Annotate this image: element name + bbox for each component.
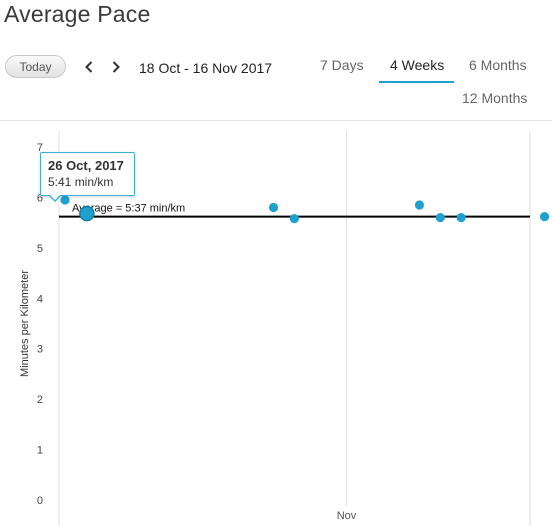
tooltip-caret-fill [49,194,61,200]
data-point-highlighted [79,205,95,222]
chart-tooltip: 26 Oct, 2017 5:41 min/km [40,152,135,196]
y-axis-title: Minutes per Kilometer [19,270,31,377]
data-point [539,211,550,222]
tab-6-months[interactable]: 6 Months [469,57,527,73]
y-tick-label: 5 [37,243,43,255]
pace-chart: Nov 0 1 2 3 4 5 6 7 Minutes per Kilometer Average … [19,131,550,526]
data-point [60,195,70,205]
tooltip-value: 5:41 min/km [48,175,114,189]
data-point [289,214,299,224]
chevron-right-icon [112,61,120,73]
chevron-left-icon [85,61,93,73]
y-tick-label: 0 [37,495,43,507]
tooltip-date: 26 Oct, 2017 [48,158,124,173]
tab-7-days[interactable]: 7 Days [320,57,364,73]
y-tick-label: 2 [37,394,43,406]
y-tick-label: 3 [37,344,43,356]
data-point [268,202,279,213]
data-point [435,213,445,223]
y-tick-label: 6 [37,192,43,204]
next-period-button[interactable] [106,56,126,78]
x-tick-label: Nov [337,510,357,522]
tab-12-months[interactable]: 12 Months [462,90,528,106]
average-label: Average = 5:37 min/km [72,203,185,215]
tab-4-weeks[interactable]: 4 Weeks [390,57,445,73]
previous-period-button[interactable] [79,56,99,78]
today-button[interactable]: Today [5,55,66,78]
data-point [414,200,425,210]
y-tick-label: 7 [37,142,43,154]
date-range-label: 18 Oct - 16 Nov 2017 [139,60,273,76]
page-title: Average Pace [4,1,151,27]
y-tick-label: 1 [37,445,43,457]
header-divider [0,120,552,121]
data-point [456,213,466,223]
y-tick-label: 4 [37,293,43,305]
active-tab-indicator [379,81,454,83]
